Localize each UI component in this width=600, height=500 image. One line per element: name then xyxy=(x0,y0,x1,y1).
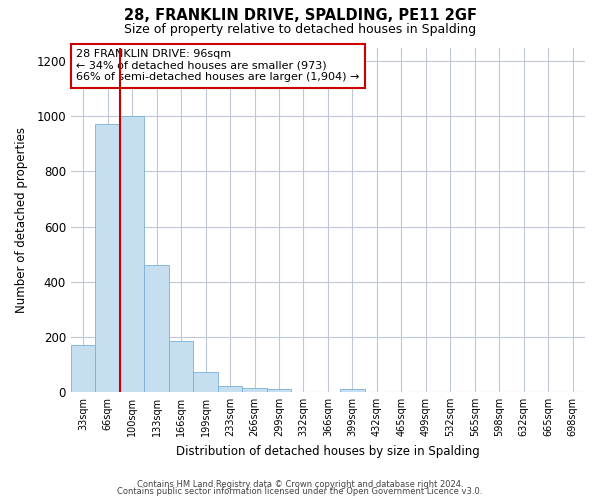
Text: Contains public sector information licensed under the Open Government Licence v3: Contains public sector information licen… xyxy=(118,487,482,496)
Text: 28, FRANKLIN DRIVE, SPALDING, PE11 2GF: 28, FRANKLIN DRIVE, SPALDING, PE11 2GF xyxy=(124,8,476,22)
Bar xyxy=(242,388,267,392)
Bar xyxy=(340,389,365,392)
Y-axis label: Number of detached properties: Number of detached properties xyxy=(15,126,28,312)
Text: Size of property relative to detached houses in Spalding: Size of property relative to detached ho… xyxy=(124,22,476,36)
Bar xyxy=(71,345,95,392)
Bar xyxy=(169,341,193,392)
Bar xyxy=(218,386,242,392)
Text: 28 FRANKLIN DRIVE: 96sqm
← 34% of detached houses are smaller (973)
66% of semi-: 28 FRANKLIN DRIVE: 96sqm ← 34% of detach… xyxy=(76,49,359,82)
Bar xyxy=(193,372,218,392)
Bar xyxy=(95,124,120,392)
Bar xyxy=(267,388,291,392)
Bar xyxy=(120,116,145,392)
Bar xyxy=(145,264,169,392)
X-axis label: Distribution of detached houses by size in Spalding: Distribution of detached houses by size … xyxy=(176,444,480,458)
Text: Contains HM Land Registry data © Crown copyright and database right 2024.: Contains HM Land Registry data © Crown c… xyxy=(137,480,463,489)
